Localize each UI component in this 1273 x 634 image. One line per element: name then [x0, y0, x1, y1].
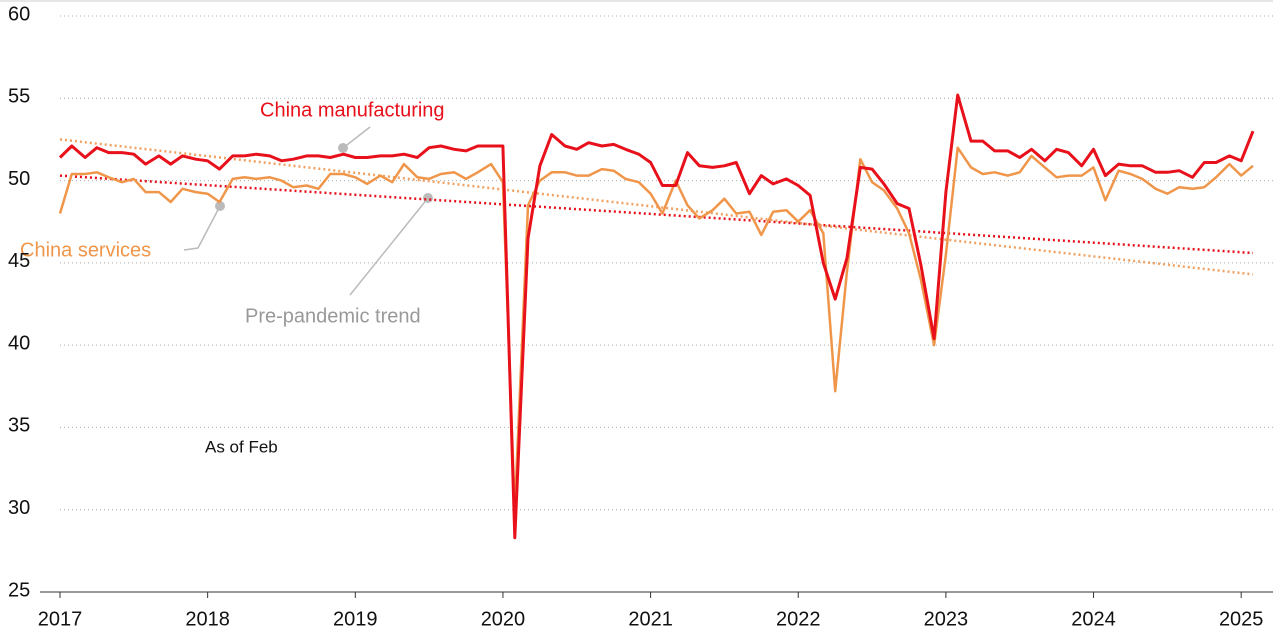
y-tick-label: 30: [8, 497, 30, 519]
annotation: As of Feb: [205, 437, 278, 456]
annotation: Pre-pandemic trend: [245, 305, 421, 327]
x-tick-label: 2021: [628, 608, 673, 630]
x-tick-label: 2020: [481, 608, 526, 630]
series-line: [58, 93, 1255, 540]
y-tick-label: 25: [8, 579, 30, 601]
x-tick-label: 2022: [776, 608, 821, 630]
leader-dot: [215, 201, 225, 211]
series-line: [58, 146, 1254, 511]
leader-line: [342, 126, 371, 149]
y-tick-label: 55: [8, 86, 30, 108]
leader-line: [349, 197, 429, 296]
x-tick-label: 2024: [1071, 608, 1116, 630]
trend-line: [59, 138, 1254, 276]
x-tick-label: 2017: [38, 608, 83, 630]
y-tick-label: 35: [8, 415, 30, 437]
leader-line: [183, 205, 221, 251]
x-tick-label: 2019: [333, 608, 378, 630]
leaders: [183, 126, 433, 296]
y-tick-label: 50: [8, 168, 30, 190]
x-tick-label: 2018: [185, 608, 230, 630]
y-tick-label: 60: [8, 3, 30, 25]
leader-dot: [338, 143, 348, 153]
series-label: China manufacturing: [260, 99, 445, 121]
x-tick-label: 2023: [924, 608, 969, 630]
x-tick-label: 2025: [1219, 608, 1264, 630]
series-label: China services: [20, 239, 151, 261]
trend-line: [59, 174, 1254, 255]
y-tick-label: 40: [8, 332, 30, 354]
y-tick-label: 45: [8, 250, 30, 272]
